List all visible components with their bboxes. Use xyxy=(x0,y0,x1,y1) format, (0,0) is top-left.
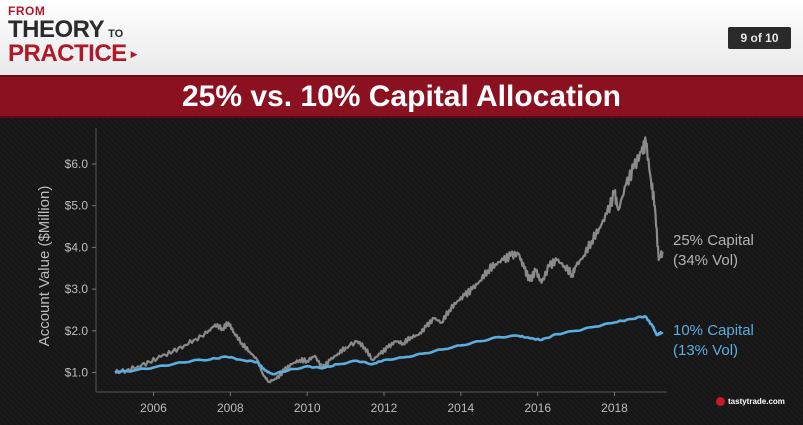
x-tick-label: 2016 xyxy=(524,401,551,415)
legend-10-line1: 10% Capital xyxy=(673,322,754,339)
legend-25-capital: 25% Capital (34% Vol) xyxy=(673,231,754,271)
tastytrade-suffix: .com xyxy=(766,397,785,406)
logo-arrow-icon: ▶ xyxy=(130,48,138,59)
series-line-25-capital xyxy=(114,136,664,384)
y-tick-label: $2.0 xyxy=(65,324,89,338)
legend-25-line2: (34% Vol) xyxy=(673,252,739,269)
x-tick-label: 2008 xyxy=(217,401,244,415)
logo-from-text: FROM xyxy=(8,4,46,18)
series-line-10-capital xyxy=(114,314,664,376)
y-tick-label: $5.0 xyxy=(65,199,89,213)
chart-title: 25% vs. 10% Capital Allocation xyxy=(181,79,622,113)
x-tick-label: 2012 xyxy=(371,401,398,415)
logo-to-text: TO xyxy=(108,28,124,40)
y-axis-label: Account Value ($Million) xyxy=(36,186,53,347)
tastytrade-logo: tastytrade .com xyxy=(716,397,785,406)
cherry-icon xyxy=(716,397,725,406)
page-indicator: 9 of 10 xyxy=(728,27,791,49)
chart-panel xyxy=(0,118,803,425)
logo-theory-text: THEORY xyxy=(8,16,105,43)
from-theory-to-practice-logo: FROM THEORY TO PRACTICE ▶ xyxy=(8,5,138,66)
y-tick-label: $6.0 xyxy=(65,157,89,171)
x-tick-label: 2018 xyxy=(601,401,628,415)
header-bar: FROM THEORY TO PRACTICE ▶ 9 of 10 xyxy=(0,0,803,75)
legend-10-capital: 10% Capital (13% Vol) xyxy=(673,321,754,361)
x-tick-label: 2010 xyxy=(294,401,321,415)
y-tick-label: $3.0 xyxy=(65,282,89,296)
legend-25-line1: 25% Capital xyxy=(673,232,754,249)
title-banner: 25% vs. 10% Capital Allocation xyxy=(0,75,803,118)
tastytrade-text: tastytrade xyxy=(728,397,767,406)
x-tick-label: 2014 xyxy=(447,401,474,415)
y-tick-label: $4.0 xyxy=(65,240,89,254)
y-tick-label: $1.0 xyxy=(65,366,89,380)
x-tick-label: 2006 xyxy=(140,401,167,415)
logo-practice-text: PRACTICE xyxy=(8,40,127,67)
legend-10-line2: (13% Vol) xyxy=(673,342,739,359)
